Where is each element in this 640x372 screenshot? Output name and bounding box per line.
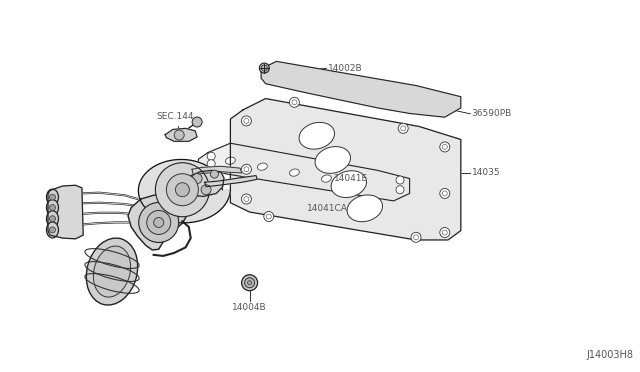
Ellipse shape [47, 189, 58, 205]
Circle shape [440, 189, 450, 198]
Circle shape [192, 174, 202, 183]
Polygon shape [138, 160, 230, 223]
Circle shape [192, 117, 202, 127]
Polygon shape [128, 193, 189, 250]
Polygon shape [192, 166, 242, 175]
Circle shape [147, 211, 171, 234]
Circle shape [139, 202, 179, 243]
Polygon shape [48, 185, 83, 239]
Circle shape [264, 212, 274, 221]
Text: 14004B: 14004B [232, 303, 267, 312]
Circle shape [175, 183, 189, 197]
Circle shape [241, 164, 252, 174]
Ellipse shape [315, 147, 351, 173]
Ellipse shape [86, 238, 138, 305]
Ellipse shape [331, 171, 367, 198]
Text: 14035: 14035 [472, 169, 500, 177]
Circle shape [241, 116, 252, 126]
Circle shape [49, 216, 56, 222]
Polygon shape [230, 99, 461, 240]
Circle shape [49, 205, 56, 211]
Polygon shape [205, 176, 257, 187]
Circle shape [440, 142, 450, 152]
Ellipse shape [225, 157, 236, 164]
Text: 14002B: 14002B [328, 64, 363, 73]
Ellipse shape [47, 222, 58, 238]
Ellipse shape [347, 195, 383, 222]
Text: J14003H8: J14003H8 [587, 350, 634, 360]
Circle shape [207, 152, 215, 160]
Polygon shape [198, 143, 410, 201]
Polygon shape [186, 170, 224, 196]
Ellipse shape [93, 246, 131, 297]
Circle shape [396, 176, 404, 184]
Text: 14041E: 14041E [334, 174, 368, 183]
Ellipse shape [289, 169, 300, 176]
Text: 36590PB: 36590PB [472, 109, 512, 118]
Polygon shape [165, 128, 197, 141]
Circle shape [440, 228, 450, 237]
Circle shape [398, 124, 408, 133]
Circle shape [289, 97, 300, 107]
Circle shape [259, 63, 269, 73]
Circle shape [49, 227, 56, 233]
Ellipse shape [299, 122, 335, 149]
Circle shape [207, 160, 215, 168]
Circle shape [166, 174, 198, 206]
Circle shape [211, 170, 218, 178]
Circle shape [154, 218, 164, 227]
Text: SEC.144: SEC.144 [157, 112, 195, 121]
Circle shape [201, 185, 211, 195]
Circle shape [241, 194, 252, 204]
Circle shape [174, 130, 184, 140]
Ellipse shape [47, 199, 58, 216]
Ellipse shape [321, 175, 332, 182]
Circle shape [248, 281, 252, 285]
Circle shape [244, 278, 255, 288]
Polygon shape [261, 61, 461, 117]
Ellipse shape [47, 211, 58, 227]
Ellipse shape [353, 181, 364, 189]
Text: 14041CA: 14041CA [307, 204, 348, 213]
Circle shape [396, 186, 404, 194]
Circle shape [156, 163, 209, 217]
Circle shape [411, 232, 421, 242]
Circle shape [242, 275, 258, 291]
Ellipse shape [257, 163, 268, 170]
Circle shape [49, 194, 56, 200]
